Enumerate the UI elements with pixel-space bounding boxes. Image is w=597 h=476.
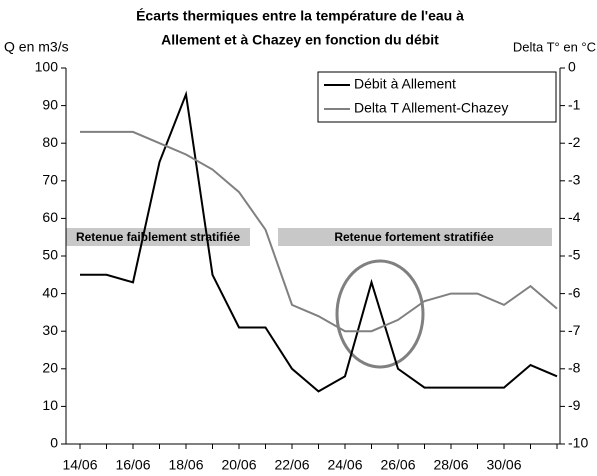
x-tick-label: 26/06 xyxy=(380,457,415,473)
x-tick-label: 30/06 xyxy=(486,457,521,473)
y2-tick-label: -9 xyxy=(568,397,581,413)
y-tick-label: 50 xyxy=(42,247,58,263)
y2-tick-label: -3 xyxy=(568,172,581,188)
y2-tick-label: -10 xyxy=(568,435,588,451)
y-tick-label: 40 xyxy=(42,284,58,300)
y2-tick-label: -1 xyxy=(568,96,581,112)
y2-tick-label: -7 xyxy=(568,322,581,338)
highlight-ellipse xyxy=(335,259,425,369)
annotation-band xyxy=(66,228,250,246)
x-tick-label: 14/06 xyxy=(62,457,97,473)
y2-tick-label: -4 xyxy=(568,209,581,225)
x-tick-label: 24/06 xyxy=(327,457,362,473)
chart-title: Écarts thermiques entre la température d… xyxy=(136,8,464,24)
data-line xyxy=(80,90,558,393)
y-tick-label: 80 xyxy=(42,134,58,150)
y-tick-label: 0 xyxy=(50,435,58,451)
legend-box xyxy=(317,71,557,123)
x-tick-label: 16/06 xyxy=(115,457,150,473)
legend-label: Débit à Allement xyxy=(354,76,456,92)
y-tick-label: 60 xyxy=(42,209,58,225)
y-tick-label: 30 xyxy=(42,322,58,338)
y-tick-label: 10 xyxy=(42,397,58,413)
y2-tick-label: -6 xyxy=(568,284,581,300)
legend-label: Delta T Allement-Chazey xyxy=(354,100,508,116)
y2-tick-label: -8 xyxy=(568,360,581,376)
x-tick-label: 20/06 xyxy=(221,457,256,473)
y2-tick-label: -5 xyxy=(568,247,581,263)
y2-tick-label: 0 xyxy=(568,59,576,75)
chart-title: Allement et à Chazey en fonction du débi… xyxy=(161,32,439,48)
y-tick-label: 70 xyxy=(42,172,58,188)
x-tick-label: 18/06 xyxy=(168,457,203,473)
y-axis-label: Q en m3/s xyxy=(4,39,69,55)
x-tick-label: 22/06 xyxy=(274,457,309,473)
y-tick-label: 90 xyxy=(42,96,58,112)
x-tick-label: 28/06 xyxy=(433,457,468,473)
y-tick-label: 100 xyxy=(35,59,59,75)
y2-tick-label: -2 xyxy=(568,134,581,150)
annotation: Retenue fortement stratifiée xyxy=(334,230,494,244)
annotation: Retenue faiblement stratifiée xyxy=(76,230,240,244)
y2-axis-label: Delta T° en °C xyxy=(513,39,596,54)
y-tick-label: 20 xyxy=(42,360,58,376)
data-line xyxy=(80,130,558,333)
annotation-band xyxy=(278,228,552,246)
